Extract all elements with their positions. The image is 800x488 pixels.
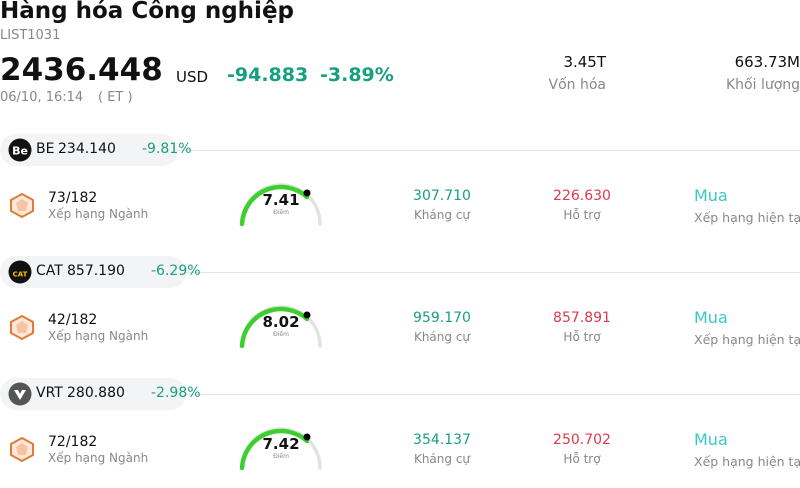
rank: 73/182	[48, 190, 98, 206]
ticker-price: 857.190	[67, 263, 125, 279]
ticker-change: -9.81%	[142, 141, 192, 157]
stat-value: 3.45T	[563, 53, 606, 71]
rank-icon	[10, 436, 34, 462]
change-pct: -3.89%	[320, 64, 394, 86]
divider	[150, 394, 800, 395]
resistance-label: Kháng cự	[413, 330, 471, 344]
resistance: 307.710	[413, 188, 471, 204]
logo-circle	[8, 260, 32, 284]
score: 7.41	[262, 191, 300, 209]
ticker: VRT	[36, 385, 63, 401]
ticker: CAT	[36, 263, 63, 279]
divider	[150, 150, 800, 151]
gauge-fill	[239, 184, 310, 227]
gauge	[239, 427, 322, 471]
resistance: 354.137	[413, 432, 471, 448]
stat-value: 663.73M	[734, 53, 800, 71]
logo: Be	[8, 138, 32, 162]
rank: 72/182	[48, 434, 98, 450]
logo: CAT	[8, 260, 32, 284]
rank-label: Xếp hạng Ngành	[48, 451, 149, 465]
resistance-label: Kháng cự	[413, 208, 471, 222]
score: 7.42	[262, 435, 300, 453]
score: 8.02	[262, 313, 300, 331]
logo-text: CAT	[13, 271, 28, 279]
logo-shape	[14, 390, 26, 400]
support-label: Hỗ trợ	[563, 330, 601, 344]
score-label: Điểm	[273, 331, 289, 338]
logo	[8, 382, 32, 406]
gauge-dot	[303, 311, 311, 319]
rank-icon-inner	[16, 321, 28, 333]
timezone: ( ET )	[98, 90, 133, 105]
gauge	[239, 183, 322, 227]
rank-icon-inner	[16, 443, 28, 455]
price: 2436.448	[0, 52, 163, 88]
rating-label: Xếp hạng hiện tại	[694, 332, 800, 347]
support: 857.891	[553, 310, 611, 326]
logo-circle	[8, 138, 32, 162]
code: LIST1031	[0, 28, 61, 43]
stat-label: Khối lượng	[726, 77, 800, 93]
support: 250.702	[553, 432, 611, 448]
resistance: 959.170	[413, 310, 471, 326]
score-label: Điểm	[273, 453, 289, 460]
gauge-fill	[239, 306, 310, 349]
rank-icon-inner	[16, 199, 28, 211]
support-label: Hỗ trợ	[563, 208, 601, 222]
support-label: Hỗ trợ	[563, 452, 601, 466]
rank-icon	[10, 192, 34, 218]
ticker-change: -6.29%	[151, 263, 201, 279]
rank: 42/182	[48, 312, 98, 328]
support: 226.630	[553, 188, 611, 204]
ticker-price: 234.140	[58, 141, 116, 157]
gauge-dot	[303, 433, 311, 441]
title: Hàng hóa Công nghiệp	[0, 0, 295, 24]
ticker-price: 280.880	[67, 385, 125, 401]
rank-label: Xếp hạng Ngành	[48, 329, 149, 343]
gauge-dot	[303, 189, 311, 197]
rank-label: Xếp hạng Ngành	[48, 207, 149, 221]
divider	[150, 272, 800, 273]
resistance-label: Kháng cự	[413, 452, 471, 466]
rating: Mua	[694, 430, 728, 449]
date: 06/10, 16:14	[0, 90, 84, 105]
rating-label: Xếp hạng hiện tại	[694, 454, 800, 469]
change: -94.883	[227, 64, 309, 86]
rank-icon	[10, 314, 34, 340]
logo-text: Be	[12, 145, 28, 158]
stat-label: Vốn hóa	[548, 77, 606, 93]
gauge	[239, 305, 322, 349]
ticker: BE	[36, 141, 55, 157]
gauge-fill	[239, 428, 310, 471]
ticker-change: -2.98%	[151, 385, 201, 401]
rating-label: Xếp hạng hiện tại	[694, 210, 800, 225]
rating: Mua	[694, 186, 728, 205]
currency: USD	[176, 68, 209, 86]
score-label: Điểm	[273, 209, 289, 216]
rating: Mua	[694, 308, 728, 327]
